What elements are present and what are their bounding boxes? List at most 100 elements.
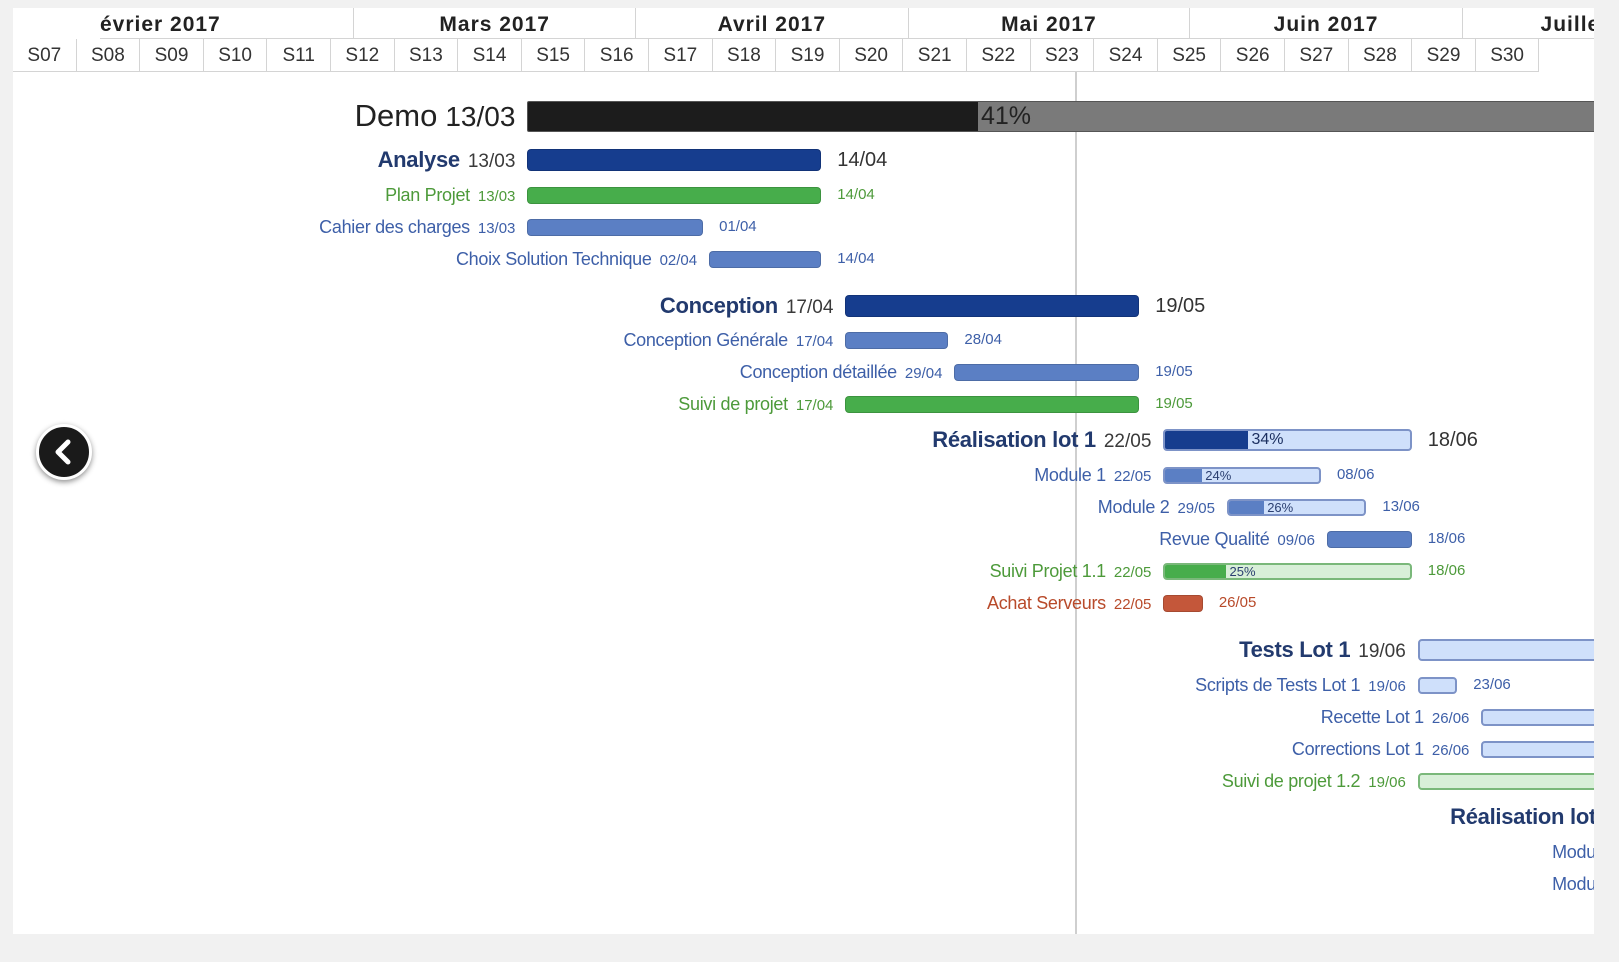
week-label: S13 [394,39,459,72]
task-start-date: 13/03 [445,101,516,132]
month-label: Juillet 2017 [1462,8,1594,39]
task-name: Module 2 [1097,497,1170,517]
task-bar[interactable] [845,395,1140,413]
task-start-date: 17/04 [795,333,834,350]
week-label: S27 [1285,39,1349,72]
task-name: Recette Lot 1 [1320,707,1424,727]
task-bar[interactable] [954,363,1140,381]
task-label[interactable]: Module 1 22/05 [1034,463,1151,489]
progress-fill [1229,500,1265,514]
progress-percent: 24% [1205,467,1232,483]
week-label: S29 [1412,39,1476,72]
week-label: S17 [649,39,713,72]
task-label[interactable]: Recette Lot 1 26/06 [1321,705,1470,731]
task-label[interactable]: Achat Serveurs 22/05 [987,591,1151,617]
task-bar[interactable]: 41% [527,100,1594,132]
task-label[interactable]: Suivi Projet 1.1 22/05 [990,559,1152,585]
task-start-date: 19/06 [1358,641,1406,662]
task-bar[interactable] [1481,740,1594,758]
task-bar[interactable] [845,331,949,349]
task-name: Suivi de projet 1.2 [1221,771,1361,791]
month-label: Mars 2017 [354,8,637,39]
task-label[interactable]: Revue Qualité 09/06 [1159,527,1315,553]
task-start-date: 22/05 [1113,596,1152,613]
task-label[interactable]: Cahier des charges 13/03 [319,215,515,241]
task-label[interactable]: Analyse 13/03 [378,146,516,177]
task-bar[interactable] [1417,772,1594,790]
gantt-rows: Demo 13/03 41% Analyse 13/03 14/04 Plan Projet… [13,8,1594,934]
task-label[interactable]: Conception détaillée 29/04 [740,360,943,386]
task-start-date: 02/04 [659,252,698,269]
task-label[interactable]: Plan Projet 13/03 [385,183,515,209]
task-label[interactable]: Demo 13/03 [355,96,516,142]
task-bar[interactable] [1163,594,1203,612]
week-label: S21 [903,39,967,72]
month-label: Mai 2017 [908,8,1191,39]
task-end-date: 14/04 [837,149,888,171]
week-label: S25 [1157,39,1222,72]
task-name: Suivi de projet [678,394,788,414]
task-label[interactable]: Suivi de projet 17/04 [678,392,833,418]
task-start-date: 22/05 [1113,468,1152,485]
task-label[interactable]: Scripts de Tests Lot 1 19/06 [1195,673,1406,699]
task-name: Corrections Lot 1 [1291,739,1424,759]
task-label[interactable]: Module 318/07 [1552,840,1594,866]
week-label: S15 [521,39,586,72]
task-start-date: 13/03 [477,220,516,237]
task-bar[interactable]: 26% [1227,498,1367,516]
progress-fill [528,101,978,131]
task-label[interactable]: Conception Générale 17/04 [623,328,833,354]
week-label: S10 [203,39,268,72]
month-label: Avril 2017 [636,8,909,39]
task-bar[interactable]: 24% [1163,466,1321,484]
task-label[interactable]: Réalisation lot 1 22/05 [932,426,1151,457]
task-name: Conception Générale [623,330,788,350]
task-start-date: 09/06 [1277,532,1315,549]
week-label: S19 [776,39,840,72]
task-bar[interactable] [527,149,822,171]
week-label: S09 [140,39,204,72]
week-label: S22 [967,39,1031,72]
task-bar[interactable] [709,250,822,268]
task-label[interactable]: Tests Lot 1 19/06 [1239,636,1406,667]
today-line [1075,72,1077,934]
task-name: Analyse [377,147,461,172]
task-name: Scripts de Tests Lot 1 [1195,675,1361,695]
task-bar[interactable] [527,186,822,204]
task-start-date: 22/05 [1103,431,1152,452]
week-label: S08 [76,39,141,72]
task-bar[interactable]: 34% [1163,429,1412,451]
task-label[interactable]: Réalisation lot 218/07 [1450,803,1594,834]
task-end-date: 18/06 [1427,530,1466,547]
task-end-date: 01/04 [719,218,757,235]
task-end-date: 28/04 [964,331,1002,348]
task-end-date: 14/04 [837,186,875,203]
task-end-date: 19/05 [1155,395,1193,412]
task-label[interactable]: Suivi de projet 1.2 19/06 [1222,769,1406,795]
task-start-date: 22/05 [1113,564,1152,581]
task-end-date: 19/05 [1155,295,1206,317]
task-bar[interactable] [1326,530,1412,548]
week-label: S20 [839,39,904,72]
task-end-date: 18/06 [1427,429,1478,451]
task-label[interactable]: Module 2 29/05 [1098,495,1215,521]
week-label: S28 [1348,39,1413,72]
task-label[interactable]: Conception 17/04 [660,292,834,323]
week-header: S07 S08 S09 S10 S11 S12 S13 S14 S15 S16 S17 S18 S19 S… [13,39,1594,72]
task-bar[interactable] [527,218,704,236]
task-bar[interactable] [1417,676,1458,694]
task-bar[interactable] [1417,639,1594,661]
task-bar[interactable] [1481,708,1594,726]
task-bar[interactable] [845,295,1140,317]
week-label: S24 [1094,39,1158,72]
task-label[interactable]: Corrections Lot 1 26/06 [1292,737,1470,763]
month-header: évrier 2017 Mars 2017 Avril 2017 Mai 2017 Ju… [13,8,1594,39]
task-name: Conception détaillée [739,362,897,382]
progress-percent: 34% [1251,431,1284,448]
task-bar[interactable]: 25% [1163,562,1412,580]
task-label[interactable]: Choix Solution Technique 02/04 [456,247,697,273]
task-label[interactable]: Module 418/07 [1552,872,1594,898]
back-button[interactable] [36,424,92,480]
task-end-date: 08/06 [1336,466,1375,483]
task-name: Choix Solution Technique [455,249,652,269]
